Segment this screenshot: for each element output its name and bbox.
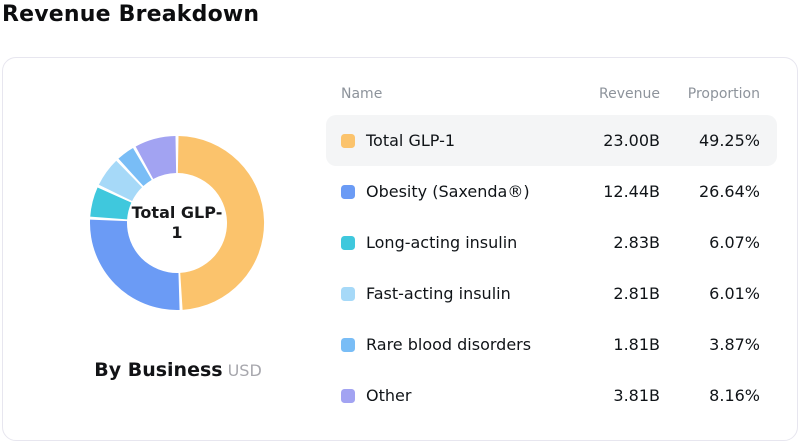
row-name: Fast-acting insulin bbox=[366, 284, 511, 303]
row-name-cell: Total GLP-1 bbox=[341, 131, 550, 150]
row-revenue: 23.00B bbox=[603, 131, 660, 150]
table-row[interactable]: Fast-acting insulin 2.81B 6.01% bbox=[326, 268, 777, 319]
chart-footer: By Business USD bbox=[3, 359, 353, 381]
row-proportion: 6.01% bbox=[709, 284, 760, 303]
row-proportion: 26.64% bbox=[698, 182, 760, 201]
donut-slice[interactable] bbox=[89, 219, 180, 310]
donut-slice[interactable] bbox=[90, 187, 132, 220]
row-proportion: 6.07% bbox=[709, 233, 760, 252]
table-row[interactable]: Rare blood disorders 1.81B 3.87% bbox=[326, 319, 777, 370]
row-color-swatch-icon bbox=[341, 388, 355, 403]
column-header-revenue: Revenue bbox=[599, 86, 660, 102]
row-name-cell: Obesity (Saxenda®) bbox=[341, 182, 550, 201]
row-name-cell: Rare blood disorders bbox=[341, 335, 550, 354]
donut-slice[interactable] bbox=[98, 160, 143, 202]
table-row[interactable]: Total GLP-1 23.00B 49.25% bbox=[326, 115, 777, 166]
row-proportion: 49.25% bbox=[698, 131, 760, 150]
revenue-table: Name Revenue Proportion Total GLP-1 23.00… bbox=[326, 86, 777, 421]
chart-footer-unit: USD bbox=[227, 361, 262, 380]
row-revenue: 3.81B bbox=[613, 386, 660, 405]
row-color-swatch-icon bbox=[341, 337, 355, 352]
table-row[interactable]: Obesity (Saxenda®) 12.44B 26.64% bbox=[326, 166, 777, 217]
revenue-breakdown-card: Total GLP-1 By Business USD Name Revenue … bbox=[2, 57, 798, 441]
row-color-swatch-icon bbox=[341, 235, 355, 250]
row-name: Total GLP-1 bbox=[366, 131, 456, 150]
row-name-cell: Long-acting insulin bbox=[341, 233, 550, 252]
donut-slice[interactable] bbox=[135, 136, 177, 180]
table-body: Total GLP-1 23.00B 49.25% Obesity (Saxenda®… bbox=[326, 115, 777, 421]
row-proportion: 3.87% bbox=[709, 335, 760, 354]
row-name: Rare blood disorders bbox=[366, 335, 532, 354]
page-title: Revenue Breakdown bbox=[2, 2, 260, 27]
table-header-row: Name Revenue Proportion bbox=[326, 86, 777, 106]
donut-chart: Total GLP-1 bbox=[89, 135, 265, 311]
row-color-swatch-icon bbox=[341, 133, 355, 148]
donut-slice[interactable] bbox=[177, 136, 265, 310]
row-name: Other bbox=[366, 386, 412, 405]
row-color-swatch-icon bbox=[341, 286, 355, 301]
chart-footer-label: By Business bbox=[94, 359, 223, 381]
row-proportion: 8.16% bbox=[709, 386, 760, 405]
row-name: Long-acting insulin bbox=[366, 233, 518, 252]
column-header-name: Name bbox=[341, 86, 383, 102]
row-revenue: 1.81B bbox=[613, 335, 660, 354]
row-revenue: 2.81B bbox=[613, 284, 660, 303]
row-revenue: 12.44B bbox=[603, 182, 660, 201]
row-name-cell: Fast-acting insulin bbox=[341, 284, 550, 303]
column-header-proportion: Proportion bbox=[687, 86, 760, 102]
table-row[interactable]: Long-acting insulin 2.83B 6.07% bbox=[326, 217, 777, 268]
row-name: Obesity (Saxenda®) bbox=[366, 182, 530, 201]
row-name-cell: Other bbox=[341, 386, 550, 405]
row-revenue: 2.83B bbox=[613, 233, 660, 252]
table-row[interactable]: Other 3.81B 8.16% bbox=[326, 370, 777, 421]
row-color-swatch-icon bbox=[341, 184, 355, 199]
donut-slice[interactable] bbox=[118, 147, 152, 187]
donut-chart-svg bbox=[89, 136, 265, 310]
